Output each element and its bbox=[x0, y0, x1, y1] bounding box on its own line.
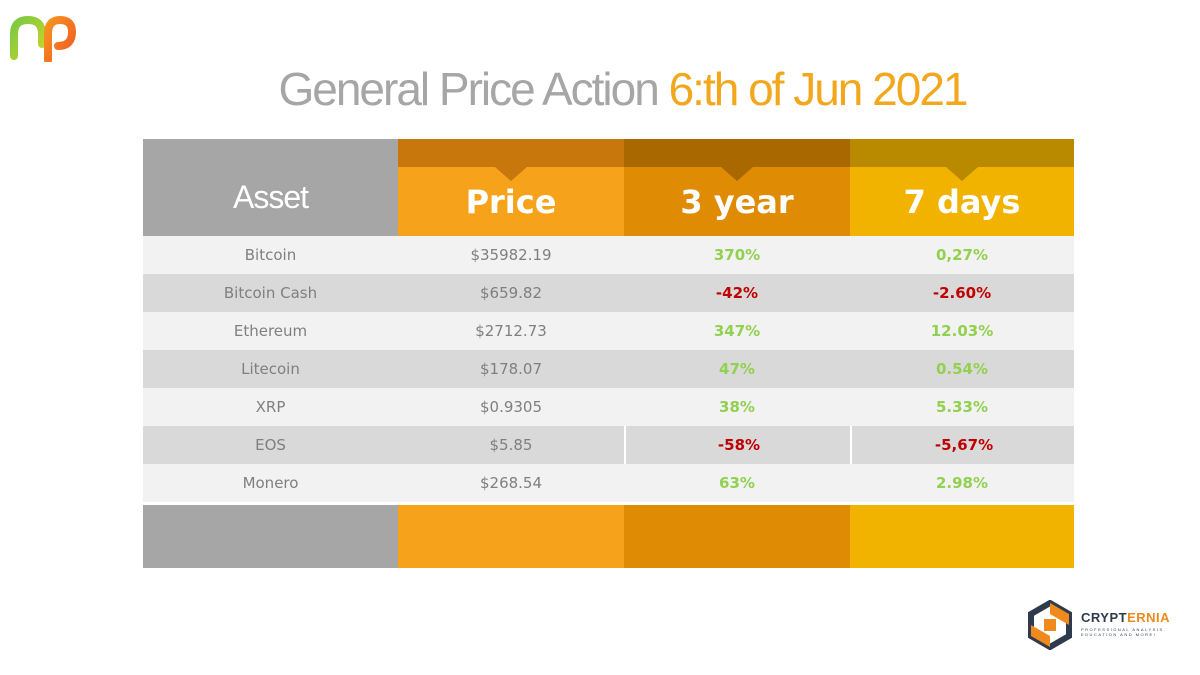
header-3-year: 3 year bbox=[624, 139, 850, 236]
table-body: Bitcoin $35982.19 370% 0,27% Bitcoin Cas… bbox=[143, 236, 1074, 502]
asset-cell: Bitcoin Cash bbox=[223, 284, 318, 302]
table-row: Litecoin $178.07 47% 0.54% bbox=[143, 350, 1074, 388]
three-year-cell: 63% bbox=[719, 474, 755, 492]
seven-days-cell: 0,27% bbox=[935, 246, 989, 264]
price-cell: $268.54 bbox=[479, 474, 543, 492]
seven-days-cell: 0.54% bbox=[935, 360, 989, 378]
asset-cell: Bitcoin bbox=[244, 246, 297, 264]
seven-days-cell: 2.98% bbox=[935, 474, 989, 492]
brand-name-a: CRYPT bbox=[1081, 610, 1128, 625]
header-7-days-label: 7 days bbox=[903, 183, 1021, 221]
brand-name-b: ERNIA bbox=[1127, 610, 1171, 625]
seven-days-cell: 12.03% bbox=[930, 322, 994, 340]
header-price-band bbox=[398, 139, 624, 167]
price-cell: $2712.73 bbox=[475, 322, 547, 340]
price-cell: $178.07 bbox=[479, 360, 543, 378]
footer-7-days-band bbox=[850, 505, 1074, 568]
three-year-cell: 38% bbox=[719, 398, 755, 416]
table-row: XRP $0.9305 38% 5.33% bbox=[143, 388, 1074, 426]
brand-name: CRYPTERNIA bbox=[1081, 610, 1170, 625]
header-price-notch bbox=[495, 167, 527, 181]
footer-3-year-band bbox=[624, 505, 850, 568]
footer-price-band bbox=[398, 505, 624, 568]
header-7-days: 7 days bbox=[850, 139, 1074, 236]
np-logo-icon bbox=[10, 15, 76, 62]
asset-cell: EOS bbox=[255, 436, 286, 454]
table-row: Bitcoin $35982.19 370% 0,27% bbox=[143, 236, 1074, 274]
crypternia-hexagon-icon bbox=[1028, 600, 1072, 650]
header-asset-label: Asset bbox=[232, 179, 309, 215]
table-row: EOS $5.85 -58% -5,67% bbox=[143, 426, 1074, 464]
page-title: General Price Action 6:th of Jun 2021 bbox=[0, 62, 1200, 116]
price-cell: $5.85 bbox=[489, 436, 533, 454]
header-price-label: Price bbox=[465, 183, 557, 221]
asset-cell: Litecoin bbox=[241, 360, 300, 378]
price-cell: $35982.19 bbox=[470, 246, 552, 264]
header-price: Price bbox=[398, 139, 624, 236]
header-7-days-band bbox=[850, 139, 1074, 167]
table-row: Bitcoin Cash $659.82 -42% -2.60% bbox=[143, 274, 1074, 312]
asset-cell: XRP bbox=[255, 398, 286, 416]
seven-days-cell: -5,67% bbox=[850, 426, 1076, 464]
crypternia-brand: CRYPTERNIA PROFESSIONAL ANALYSIS EDUCATI… bbox=[1027, 600, 1187, 650]
price-cell: $659.82 bbox=[479, 284, 543, 302]
three-year-cell: 347% bbox=[713, 322, 761, 340]
seven-days-cell: 5.33% bbox=[935, 398, 989, 416]
footer-asset-band bbox=[143, 505, 398, 568]
asset-cell: Ethereum bbox=[233, 322, 308, 340]
three-year-cell: -42% bbox=[715, 284, 759, 302]
seven-days-cell: -2.60% bbox=[932, 284, 992, 302]
three-year-cell: 370% bbox=[713, 246, 761, 264]
three-year-cell: 47% bbox=[719, 360, 755, 378]
title-main: General Price Action bbox=[278, 63, 659, 115]
table-row: Ethereum $2712.73 347% 12.03% bbox=[143, 312, 1074, 350]
title-date: 6:th of Jun 2021 bbox=[668, 63, 969, 115]
brand-tagline: PROFESSIONAL ANALYSIS EDUCATION AND MORE… bbox=[1081, 627, 1164, 637]
header-asset: Asset bbox=[143, 139, 398, 236]
header-3-year-notch bbox=[721, 167, 753, 181]
price-table: Asset Price 3 year 7 days Bitcoin $35982… bbox=[143, 139, 1074, 568]
header-3-year-band bbox=[624, 139, 850, 167]
header-7-days-notch bbox=[946, 167, 978, 181]
price-cell: $0.9305 bbox=[479, 398, 543, 416]
asset-cell: Monero bbox=[242, 474, 299, 492]
table-row: Monero $268.54 63% 2.98% bbox=[143, 464, 1074, 502]
header-3-year-label: 3 year bbox=[680, 183, 794, 221]
three-year-cell: -58% bbox=[624, 426, 852, 464]
